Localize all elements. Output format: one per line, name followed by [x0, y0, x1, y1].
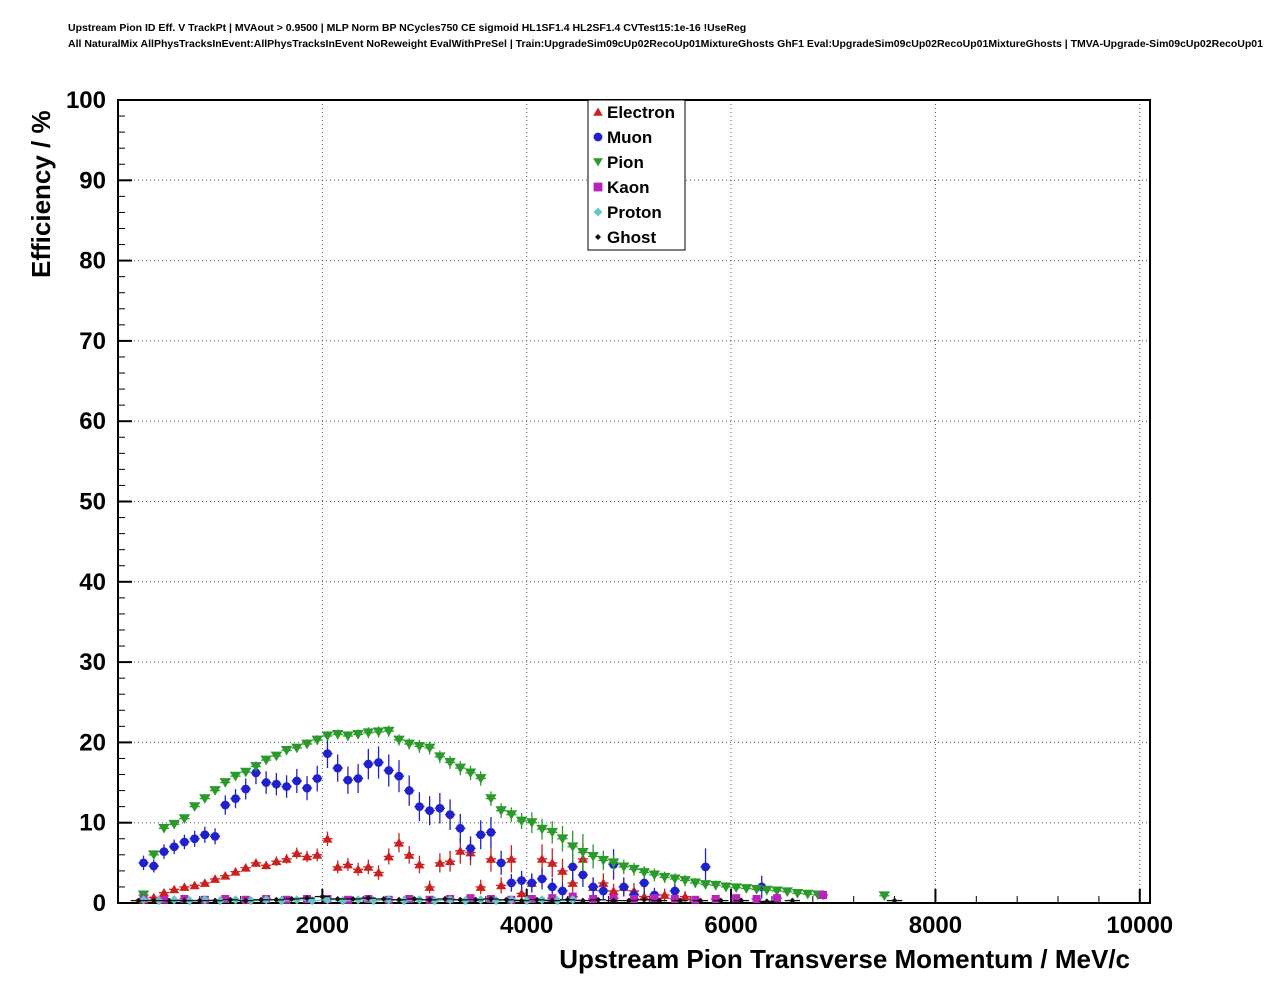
legend-label: Ghost	[607, 228, 656, 247]
y-tick-label: 90	[79, 167, 106, 194]
gridlines	[118, 100, 1150, 903]
y-tick-label: 50	[79, 489, 106, 516]
series-muon	[138, 739, 767, 903]
legend: Electron Muon Pion Kaon Proton Ghost	[587, 99, 686, 251]
config-title-line-1: Upstream Pion ID Eff. V TrackPt | MVAout…	[68, 22, 747, 34]
series-pion	[137, 725, 891, 901]
series-electron	[138, 831, 691, 904]
legend-label: Proton	[607, 203, 662, 222]
y-tick-label: 80	[79, 248, 106, 275]
legend-label: Muon	[607, 128, 652, 147]
legend-label: Pion	[607, 153, 644, 172]
tick-labels: 2000 4000 6000 8000 10000 0 10 20 30 40 50 60 70 80 90…	[66, 87, 1173, 939]
y-tick-label: 40	[79, 569, 106, 596]
legend-entry-kaon: Kaon	[593, 178, 650, 197]
x-tick-label: 2000	[296, 912, 349, 939]
legend-entry-pion: Pion	[593, 153, 644, 172]
legend-entry-electron: Electron	[593, 103, 675, 122]
legend-entry-muon: Muon	[593, 128, 652, 147]
x-tick-label: 6000	[704, 912, 757, 939]
legend-entry-ghost: Ghost	[595, 228, 656, 247]
config-title-line-2: All NaturalMix AllPhysTracksInEvent:AllP…	[68, 38, 1263, 50]
y-tick-label: 20	[79, 729, 106, 756]
series-ghost	[130, 893, 903, 905]
legend-label: Kaon	[607, 178, 650, 197]
y-tick-label: 100	[66, 87, 106, 114]
x-tick-label: 8000	[909, 912, 962, 939]
legend-entry-proton: Proton	[593, 203, 662, 222]
x-tick-label: 4000	[500, 912, 553, 939]
y-tick-label: 10	[79, 810, 106, 837]
y-tick-label: 60	[79, 408, 106, 435]
x-axis-title: Upstream Pion Transverse Momentum / MeV/…	[559, 944, 1130, 974]
y-tick-label: 30	[79, 649, 106, 676]
legend-label: Electron	[607, 103, 675, 122]
x-tick-label: 10000	[1106, 912, 1173, 939]
y-tick-label: 70	[79, 328, 106, 355]
y-tick-label: 0	[93, 890, 106, 917]
